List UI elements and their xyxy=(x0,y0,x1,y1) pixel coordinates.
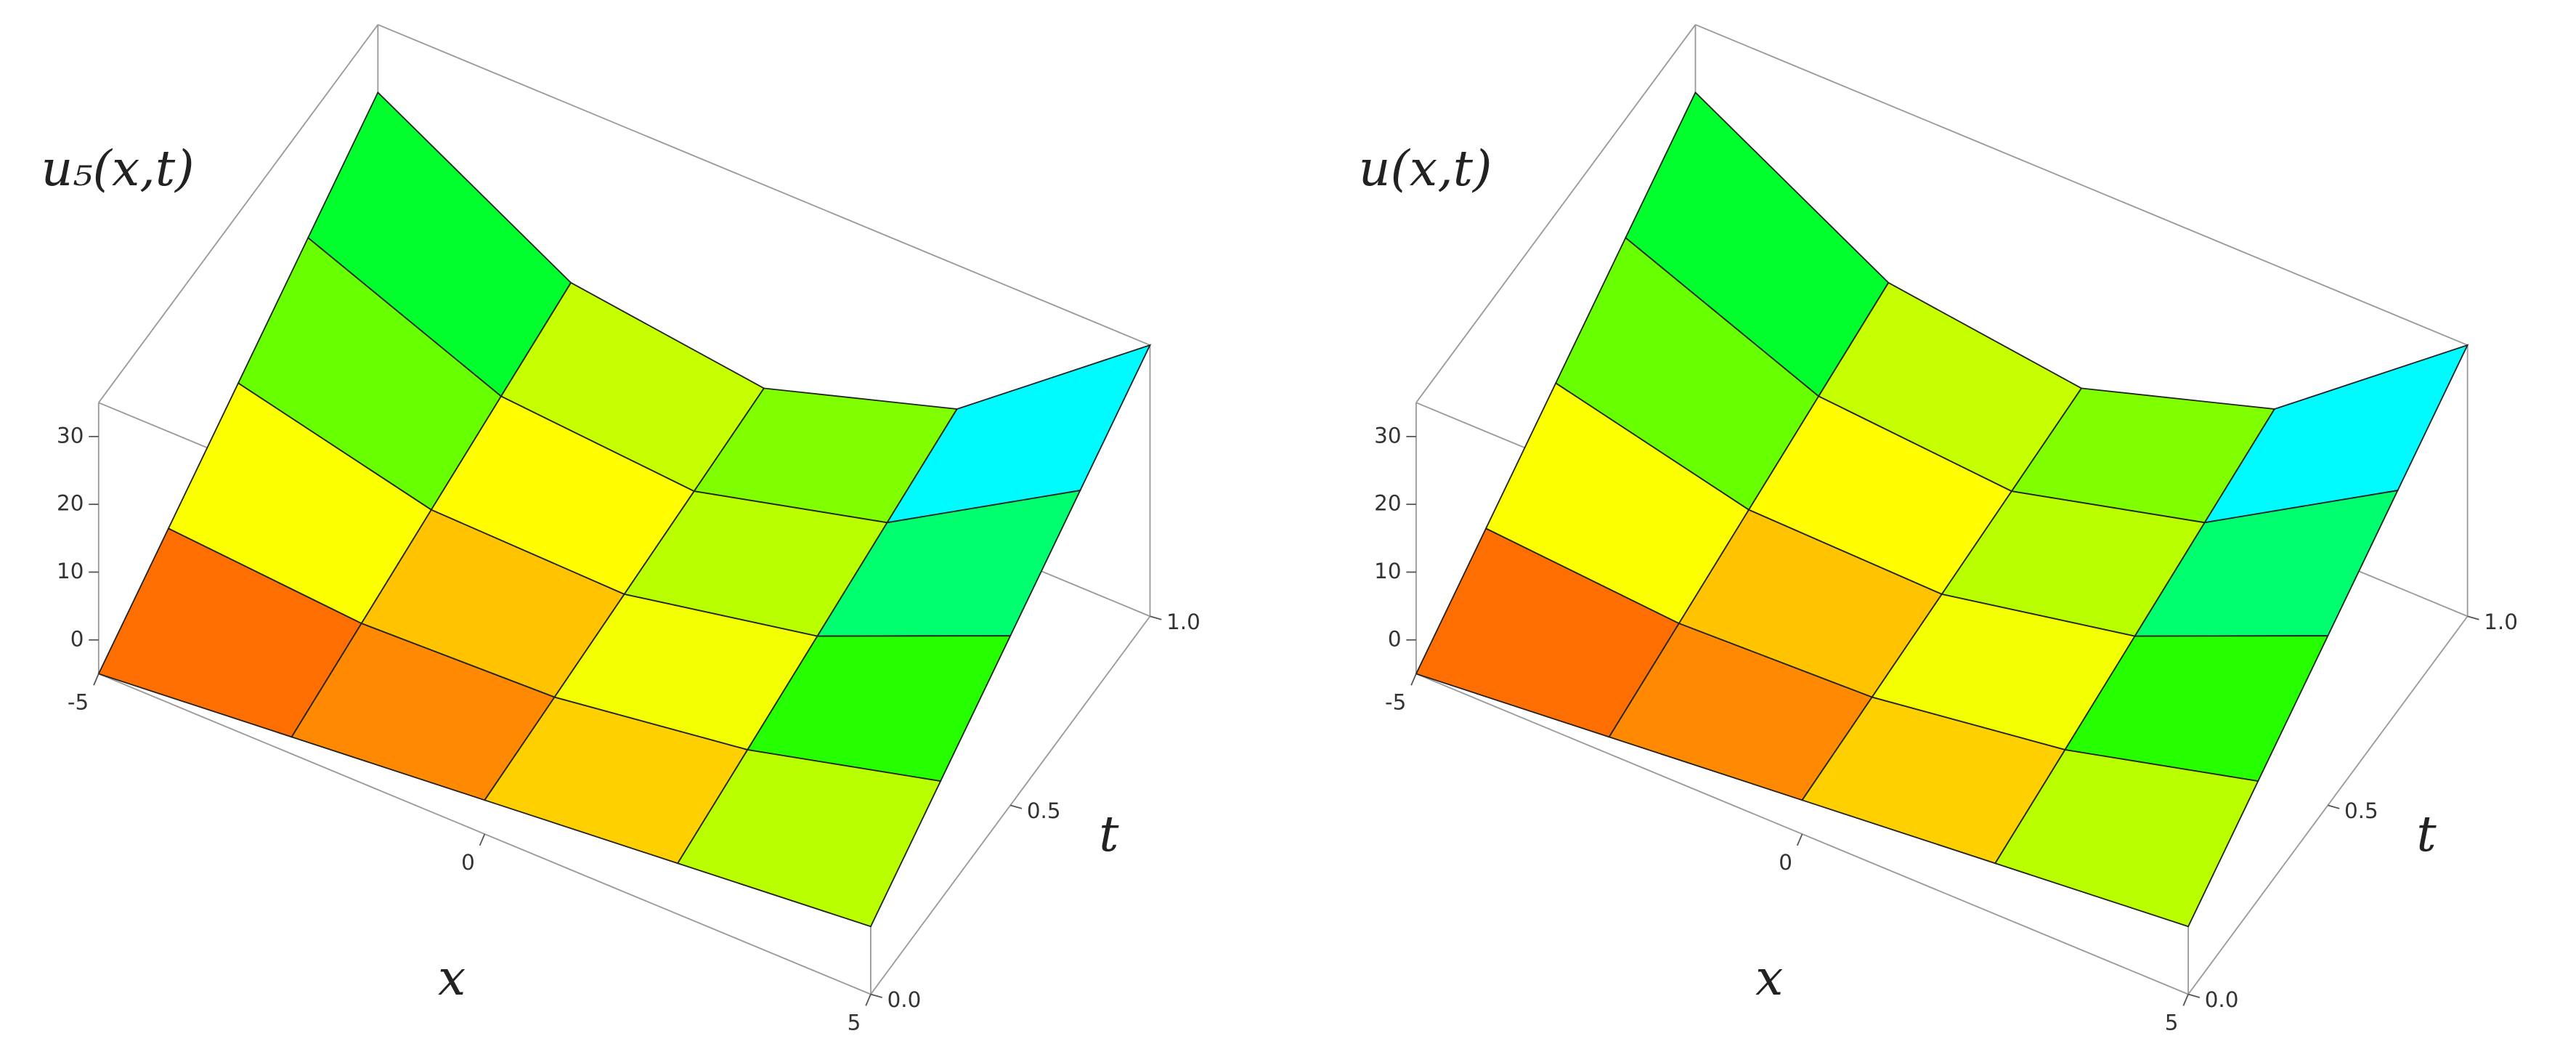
surface-patch xyxy=(1994,748,2259,928)
t-tick-label: 1.0 xyxy=(1166,610,1200,634)
z-tick-label: 20 xyxy=(1374,491,1401,516)
surface-plot: 0 10 20 30 -5 0 5 0.0 0.5 1.0 x t u(x,t) xyxy=(1359,24,2518,1035)
t-tick-label: 0.0 xyxy=(887,987,922,1012)
x-tick xyxy=(865,994,871,1006)
box-edge xyxy=(98,24,379,403)
z-tick-label: 0 xyxy=(1388,626,1402,651)
x-tick-label: 5 xyxy=(2165,1011,2179,1035)
box-edge xyxy=(1415,24,1697,403)
x-tick-label: -5 xyxy=(68,690,89,715)
z-tick-label: 30 xyxy=(1374,423,1401,448)
t-tick xyxy=(1009,804,1023,809)
x-tick-label: 0 xyxy=(1779,850,1792,875)
x-tick xyxy=(1796,833,1803,846)
x-axis-label: x xyxy=(1755,950,1783,1007)
t-tick-label: 1.0 xyxy=(2484,610,2518,634)
t-tick xyxy=(870,993,883,998)
t-tick xyxy=(1150,615,1162,620)
z-axis-label: u(x,t) xyxy=(1359,140,1492,198)
t-tick-label: 0.5 xyxy=(1027,798,1061,823)
t-tick xyxy=(2467,615,2479,620)
t-tick xyxy=(2328,804,2340,809)
z-tick-label: 10 xyxy=(57,559,84,583)
t-axis-label: t xyxy=(1099,806,1119,863)
surface-patch xyxy=(676,748,942,928)
box-edge xyxy=(377,24,1150,346)
t-tick-label: 0.0 xyxy=(2205,987,2239,1012)
x-tick xyxy=(479,833,486,846)
x-tick-label: 5 xyxy=(848,1011,861,1035)
z-axis-label: u₅(x,t) xyxy=(41,140,195,198)
x-axis-label: x xyxy=(438,950,466,1007)
z-tick-label: 20 xyxy=(57,491,84,516)
x-tick xyxy=(93,673,99,686)
x-tick xyxy=(1410,673,1417,686)
x-tick-label: -5 xyxy=(1385,690,1406,715)
z-tick-label: 0 xyxy=(70,626,84,651)
surface-plot: 0 10 20 30 -5 0 5 0.0 0.5 1.0 x t u₅(x,t) xyxy=(41,24,1200,1035)
t-axis-label: t xyxy=(2416,806,2437,863)
t-tick-label: 0.5 xyxy=(2344,798,2378,823)
box-edge xyxy=(1695,24,2468,346)
t-tick xyxy=(2187,993,2201,998)
z-tick-label: 30 xyxy=(57,423,84,448)
x-tick xyxy=(2182,994,2189,1006)
x-tick-label: 0 xyxy=(461,850,475,875)
z-tick-label: 10 xyxy=(1374,559,1401,583)
